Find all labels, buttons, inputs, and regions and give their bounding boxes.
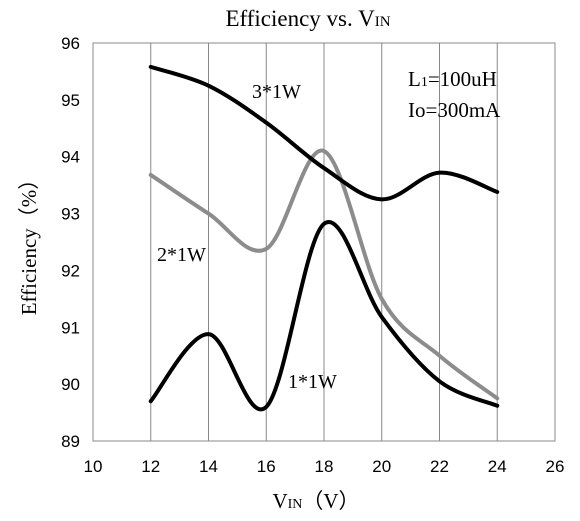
chart-title: Efficiency vs. VIN	[225, 6, 390, 31]
y-tick-label-96: 96	[61, 34, 80, 53]
annotation-inductance: L1=100uH	[408, 67, 497, 91]
annotation-output-current: Io=300mA	[408, 98, 501, 122]
x-tick-label-10: 10	[84, 457, 103, 476]
grid-lines	[150, 43, 498, 441]
y-tick-label-92: 92	[61, 261, 80, 280]
x-tick-label-18: 18	[315, 457, 334, 476]
x-tick-labels: 10 12 14 16 18 20 22 24 26	[84, 457, 565, 476]
x-tick-label-12: 12	[141, 457, 160, 476]
x-tick-label-16: 16	[257, 457, 276, 476]
x-axis-title: VIN（V）	[272, 489, 359, 513]
series-label-1x1w: 1*1W	[288, 371, 337, 393]
series-line-3x1w	[148, 64, 500, 202]
series-label-3x1w: 3*1W	[252, 81, 301, 103]
y-tick-label-93: 93	[61, 205, 80, 224]
x-tick-label-20: 20	[372, 457, 391, 476]
y-tick-label-89: 89	[61, 432, 80, 451]
series-line-2x1w	[148, 149, 500, 401]
y-axis-title: Efficiency（%）	[17, 169, 41, 316]
series-label-2x1w: 2*1W	[157, 244, 206, 266]
y-tick-label-95: 95	[61, 91, 80, 110]
x-tick-label-14: 14	[199, 457, 218, 476]
x-tick-label-22: 22	[430, 457, 449, 476]
y-tick-label-90: 90	[61, 375, 80, 394]
y-tick-label-94: 94	[61, 148, 80, 167]
x-tick-label-26: 26	[546, 457, 565, 476]
y-tick-label-91: 91	[61, 318, 80, 337]
y-tick-labels: 89 90 91 92 93 94 95 96	[61, 34, 80, 451]
x-tick-label-24: 24	[488, 457, 507, 476]
series-layer	[148, 64, 500, 412]
series-line-1x1w	[148, 219, 500, 412]
